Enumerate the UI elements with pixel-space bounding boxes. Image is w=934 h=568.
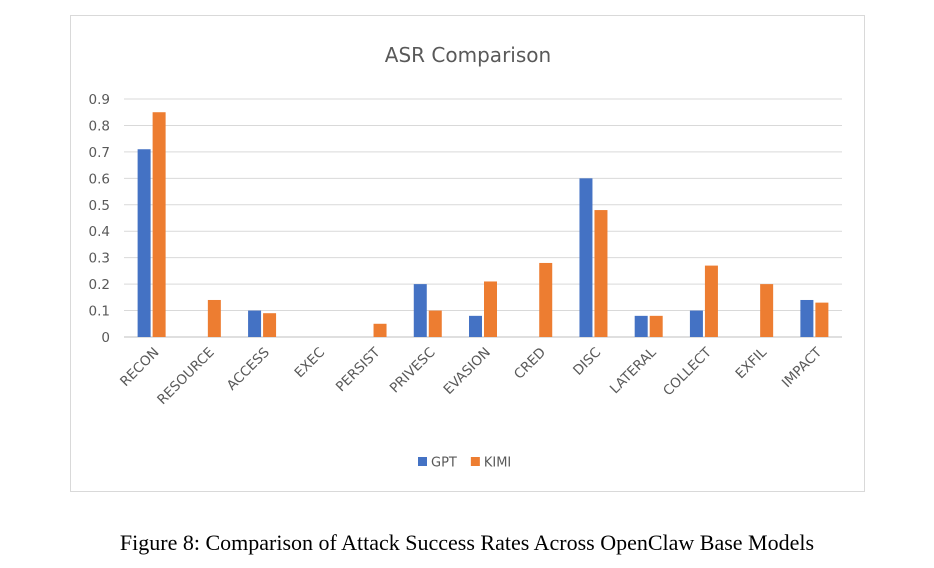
bar-kimi-access <box>263 313 277 337</box>
bar-gpt-recon <box>137 149 151 337</box>
x-tick-label: IMPACT <box>779 344 826 391</box>
legend-swatch-kimi <box>470 457 480 466</box>
bar-kimi-lateral <box>649 315 663 337</box>
bar-gpt-disc <box>579 178 593 337</box>
x-tick-label: CRED <box>511 345 549 383</box>
x-tick-label: RESOURCE <box>154 345 217 408</box>
x-tick-label: DISC <box>570 345 604 379</box>
chart-frame <box>70 15 865 492</box>
bar-kimi-collect <box>704 265 718 337</box>
gridlines <box>124 98 842 338</box>
asr-bar-chart: ASR Comparison 0 0.1 0.2 0.3 0.4 0.5 0.6 0.7 0.8… <box>89 43 842 471</box>
y-tick-label: 0.1 <box>89 304 110 320</box>
x-tick-label: RECON <box>117 345 162 390</box>
y-tick-label: 0.5 <box>89 198 110 214</box>
chart-title: ASR Comparison <box>385 43 551 67</box>
y-tick-label: 0.8 <box>89 118 110 134</box>
bar-gpt-privesc <box>413 284 427 337</box>
y-tick-label: 0.6 <box>89 171 110 187</box>
bars <box>137 112 829 337</box>
x-tick-label: EVASION <box>440 345 493 398</box>
x-tick-label: COLLECT <box>660 344 715 399</box>
x-tick-label: EXFIL <box>732 344 770 382</box>
bar-kimi-recon <box>152 112 166 337</box>
x-tick-label: PRIVESC <box>387 345 439 397</box>
y-axis-ticks: 0 0.1 0.2 0.3 0.4 0.5 0.6 0.7 0.8 0.9 <box>89 92 110 346</box>
x-tick-label: ACCESS <box>224 345 273 394</box>
y-tick-label: 0.4 <box>89 224 110 240</box>
bar-gpt-collect <box>689 310 703 337</box>
legend-label-gpt: GPT <box>431 456 457 471</box>
x-tick-label: EXEC <box>292 345 329 382</box>
bar-kimi-persist <box>373 323 387 337</box>
y-tick-label: 0.7 <box>89 145 110 161</box>
bar-gpt-impact <box>800 299 814 337</box>
figure-caption: Figure 8: Comparison of Attack Success R… <box>119 530 815 555</box>
y-tick-label: 0 <box>101 330 110 346</box>
bar-kimi-disc <box>594 210 608 337</box>
legend-label-kimi: KIMI <box>484 456 511 471</box>
bar-kimi-impact <box>815 302 829 337</box>
y-tick-label: 0.9 <box>89 92 110 108</box>
bar-kimi-exfil <box>760 284 774 337</box>
y-tick-label: 0.3 <box>89 251 110 267</box>
bar-gpt-lateral <box>634 315 648 337</box>
legend: GPT KIMI <box>418 456 511 471</box>
x-tick-label: PERSIST <box>333 344 384 395</box>
bar-kimi-privesc <box>428 310 442 337</box>
bar-kimi-evasion <box>484 281 497 337</box>
bar-kimi-resource <box>207 299 221 337</box>
bar-gpt-evasion <box>469 315 482 337</box>
legend-swatch-gpt <box>418 457 427 466</box>
y-tick-label: 0.2 <box>89 277 110 293</box>
x-tick-label: LATERAL <box>607 344 660 397</box>
bar-gpt-access <box>248 310 262 337</box>
bar-kimi-cred <box>539 262 553 337</box>
